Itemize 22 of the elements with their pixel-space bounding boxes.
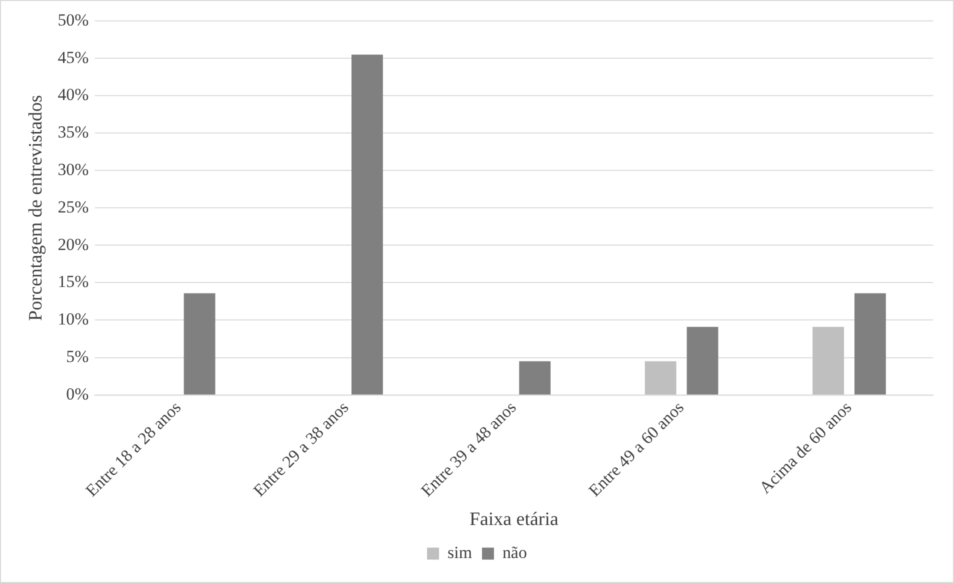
y-tick-label: 20% [58,234,89,254]
x-axis-title: Faixa etária [469,508,559,530]
y-tick-label: 5% [66,347,89,366]
bar [351,54,383,394]
y-tick-label: 50% [58,10,89,30]
y-tick-label: 45% [58,48,89,67]
bar [644,361,676,394]
legend-label: não [502,543,527,562]
y-tick-label: 35% [58,122,89,142]
y-tick-label: 40% [58,85,89,104]
y-tick-label: 30% [58,160,89,179]
y-tick-label: 0% [66,384,89,404]
bar [854,293,886,394]
bar [519,361,551,394]
y-tick-label: 15% [58,272,89,292]
y-tick-label: 10% [58,310,89,329]
y-axis-title: Porcentagem de entrevistados [25,94,46,321]
bar [184,293,216,394]
legend-label: sim [448,543,472,562]
y-tick-label: 25% [58,197,89,216]
bar [812,326,844,394]
bar [686,326,718,394]
